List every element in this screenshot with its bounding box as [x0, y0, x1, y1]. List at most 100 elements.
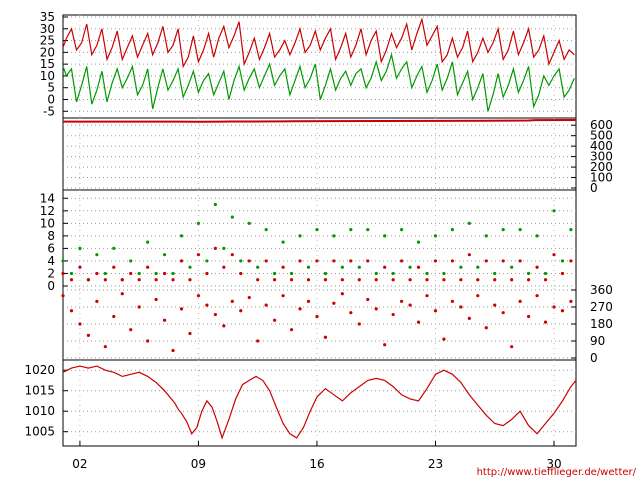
data-point-wind_speed-1: [171, 278, 175, 282]
y-tick-label-radiation: 400: [590, 139, 613, 153]
data-point-wind_direction-0: [86, 333, 90, 337]
data-point-wind_direction-0: [383, 343, 387, 347]
data-point-wind_speed-0: [383, 234, 387, 238]
data-point-wind_direction-0: [112, 314, 116, 319]
panel-frame-pressure: [62, 359, 577, 447]
y-tick-label-temperature: 25: [40, 34, 55, 48]
y-tick-label-radiation: 300: [590, 150, 613, 164]
data-point-wind_speed-1: [450, 259, 455, 263]
data-point-wind_speed-1: [129, 271, 133, 276]
data-point-wind_speed-1: [103, 278, 107, 282]
data-point-wind_speed-0: [323, 271, 328, 276]
y-tick-label-wind_speed: 2: [47, 266, 55, 280]
data-point-wind_speed-1: [357, 278, 361, 282]
data-point-wind_speed-0: [450, 228, 455, 232]
data-point-wind_direction-0: [171, 348, 175, 353]
y-tick-label-pressure: 1010: [24, 404, 55, 418]
data-point-wind_direction-0: [569, 299, 573, 303]
data-point-wind_direction-0: [535, 294, 539, 298]
data-point-wind_speed-1: [264, 259, 268, 263]
data-point-wind_speed-0: [256, 265, 260, 269]
data-point-wind_speed-0: [222, 246, 226, 250]
data-point-wind_speed-0: [391, 271, 395, 276]
data-point-wind_direction-0: [239, 309, 243, 313]
data-point-wind_speed-0: [526, 271, 531, 276]
data-point-wind_speed-0: [213, 202, 217, 207]
data-point-wind_direction-0: [340, 292, 344, 296]
y-tick-label-temperature: 10: [40, 69, 55, 83]
data-point-wind_speed-0: [154, 271, 158, 276]
data-point-wind_speed-1: [543, 278, 548, 282]
y-tick-label-temperature: 5: [47, 81, 55, 95]
data-point-wind_direction-0: [256, 339, 260, 343]
y-tick-label-wind_speed: 6: [47, 241, 55, 255]
series-line-temperature-1: [62, 52, 575, 112]
data-point-wind_speed-1: [256, 278, 260, 282]
data-point-wind_direction-0: [103, 345, 107, 349]
y-tick-label-radiation: 500: [590, 129, 613, 143]
y-tick-label-radiation: 0: [590, 181, 598, 195]
data-point-wind_speed-1: [391, 278, 395, 282]
data-point-wind_speed-1: [560, 271, 565, 276]
data-point-wind_speed-1: [552, 253, 556, 257]
data-point-wind_speed-0: [188, 265, 192, 269]
data-point-wind_speed-1: [408, 278, 412, 282]
data-point-wind_direction-0: [323, 335, 328, 339]
data-point-wind_direction-0: [213, 312, 217, 317]
data-point-wind_direction-0: [222, 324, 226, 328]
credit-url[interactable]: http://www.tiefflieger.de/wetter/: [476, 467, 636, 478]
data-point-wind_speed-0: [467, 221, 471, 225]
series-line-radiation-0: [63, 119, 577, 123]
data-point-wind_speed-1: [484, 259, 488, 263]
data-point-wind_direction-0: [162, 318, 167, 322]
data-point-wind_speed-0: [112, 246, 116, 250]
data-point-wind_direction-0: [493, 303, 497, 307]
data-point-wind_speed-1: [61, 271, 65, 276]
x-tick-label: 02: [72, 457, 87, 471]
data-point-wind_direction-0: [146, 339, 150, 343]
data-point-wind_speed-1: [425, 278, 429, 282]
y-tick-label-wind_speed: 0: [47, 279, 55, 293]
panel-frame-radiation: [62, 117, 577, 191]
data-point-wind_speed-1: [332, 259, 336, 263]
data-point-wind_speed-0: [569, 228, 573, 232]
y-tick-label-temperature: 30: [40, 22, 55, 36]
data-point-wind_direction-0: [391, 312, 395, 317]
series-line-temperature-0: [62, 17, 575, 69]
data-point-wind_speed-1: [86, 278, 90, 282]
data-point-wind_direction-0: [501, 311, 505, 315]
data-point-wind_direction-0: [552, 305, 556, 309]
data-point-wind_speed-0: [442, 271, 446, 276]
data-point-wind_speed-0: [137, 271, 141, 276]
data-point-wind_speed-1: [569, 259, 573, 263]
data-point-wind_speed-0: [69, 271, 74, 276]
data-point-wind_speed-1: [289, 278, 294, 282]
data-point-wind_direction-0: [78, 322, 82, 326]
data-point-wind_speed-0: [374, 271, 378, 276]
y-tick-label-temperature: 20: [40, 45, 55, 59]
data-point-wind_direction-0: [518, 299, 522, 303]
data-point-wind_speed-0: [459, 265, 463, 269]
data-point-wind_speed-1: [112, 265, 116, 269]
data-point-wind_speed-0: [95, 253, 99, 257]
data-point-wind_direction-0: [400, 299, 404, 303]
data-point-wind_speed-1: [510, 278, 514, 282]
data-point-wind_direction-0: [179, 307, 184, 311]
data-point-wind_direction-0: [442, 337, 446, 341]
data-point-wind_speed-1: [366, 259, 370, 263]
x-tick-label: 09: [191, 457, 206, 471]
data-point-wind_speed-0: [264, 228, 268, 232]
data-point-wind_speed-1: [349, 259, 353, 263]
data-point-wind_speed-0: [357, 265, 361, 269]
data-point-wind_speed-1: [281, 265, 285, 269]
data-point-wind_speed-1: [95, 271, 99, 276]
data-point-wind_speed-0: [162, 253, 167, 257]
data-point-wind_speed-0: [400, 228, 404, 232]
y-tick-label-radiation: 200: [590, 160, 613, 174]
data-point-wind_direction-0: [560, 309, 565, 313]
data-point-wind_direction-0: [230, 299, 234, 303]
data-point-wind_speed-1: [476, 278, 480, 282]
data-point-wind_direction-0: [298, 307, 302, 311]
data-point-wind_direction-0: [264, 303, 268, 307]
